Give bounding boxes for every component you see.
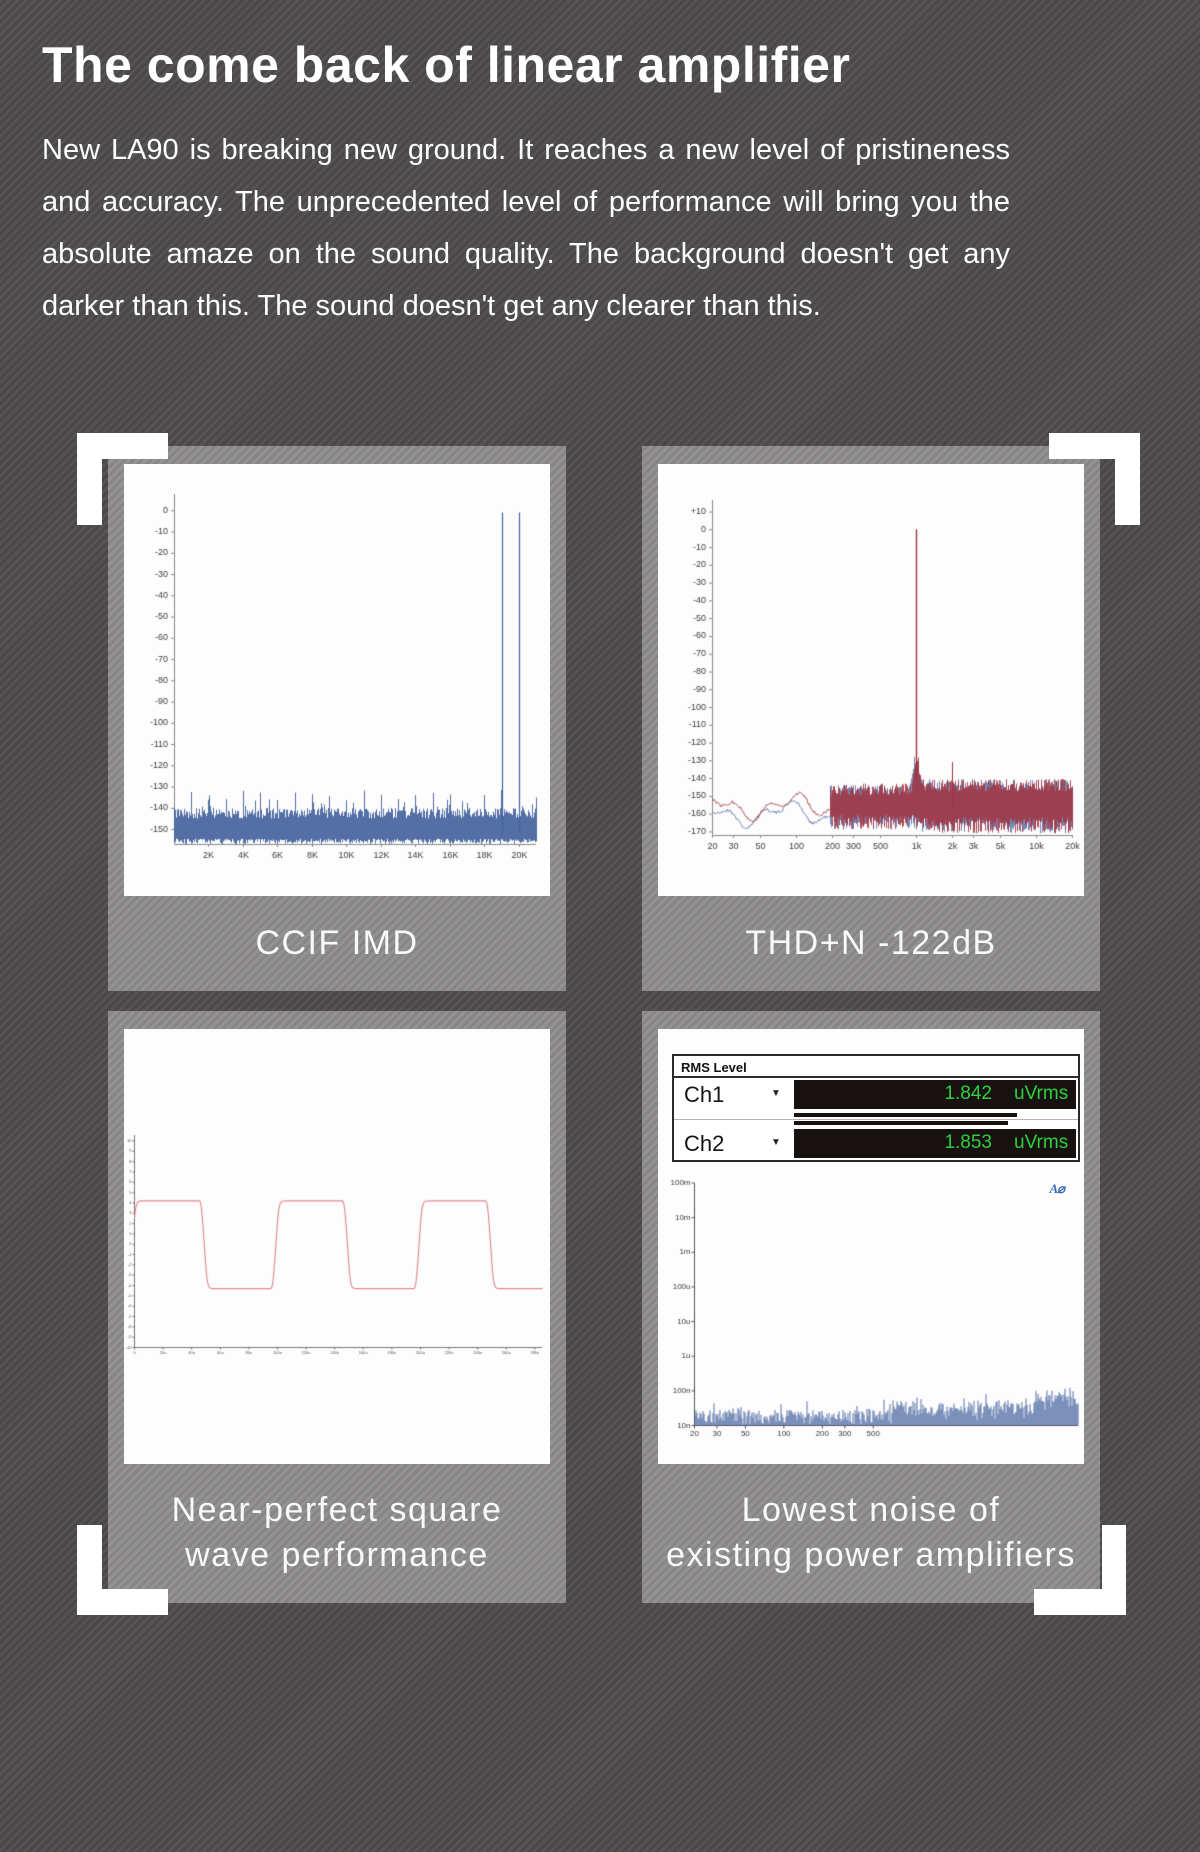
- thdn-chart-area: [658, 463, 1084, 896]
- rms-row-ch2: Ch2 ▼ 1.853 uVrms: [674, 1127, 1078, 1160]
- panel-ccif-imd: CCIF IMD: [108, 445, 566, 991]
- channel-1-rms-unit: uVrms: [1014, 1083, 1069, 1105]
- channel-2-rms-value: 1.853: [944, 1132, 992, 1154]
- level-meter-bar-ch1: [794, 1112, 1017, 1117]
- chart-grid: CCIF IMD THD+N -122dB Near-perfect squar…: [77, 432, 1140, 1615]
- channel-1-label: Ch1: [684, 1081, 725, 1107]
- rms-level-panel: RMS Level Ch1 ▼ 1.842 uVrms Ch2 ▼: [672, 1053, 1080, 1162]
- channel-2-label: Ch2: [684, 1130, 725, 1156]
- level-meter-bars: [674, 1111, 1078, 1127]
- ccif-imd-spectrum-chart: [124, 463, 550, 896]
- panel-thdn: THD+N -122dB: [642, 445, 1100, 991]
- corner-bracket-bottom-right-icon: [1034, 1524, 1126, 1615]
- intro-paragraph: New LA90 is breaking new ground. It reac…: [42, 134, 1010, 322]
- corner-bracket-top-left-icon: [77, 432, 168, 525]
- panel-square-wave: Near-perfect square wave performance: [108, 1010, 566, 1603]
- panel-caption-square-wave: Near-perfect square wave performance: [171, 1491, 503, 1575]
- square-wave-chart: [124, 1028, 550, 1464]
- corner-bracket-top-right-icon: [1049, 432, 1140, 525]
- audio-precision-logo-icon: A⌀: [1049, 1180, 1065, 1196]
- thdn-spectrum-chart: [658, 463, 1084, 896]
- panel-caption-ccif-imd: CCIF IMD: [255, 923, 419, 962]
- channel-1-value-display: 1.842 uVrms: [794, 1079, 1076, 1109]
- level-meter-bar-ch2: [794, 1120, 1009, 1125]
- panel-caption-noise: Lowest noise of existing power amplifier…: [666, 1491, 1076, 1575]
- panel-caption-thdn: THD+N -122dB: [745, 923, 997, 962]
- rms-level-header: RMS Level: [674, 1056, 1078, 1078]
- corner-bracket-bottom-left-icon: [77, 1524, 168, 1615]
- rms-row-ch1: Ch1 ▼ 1.842 uVrms: [674, 1078, 1078, 1111]
- ccif-imd-chart-area: [124, 463, 550, 896]
- channel-1-rms-value: 1.842: [944, 1083, 992, 1105]
- channel-2-dropdown-arrow-icon[interactable]: ▼: [771, 1136, 781, 1148]
- page-title: The come back of linear amplifier: [42, 37, 851, 93]
- channel-2-value-display: 1.853 uVrms: [794, 1128, 1076, 1158]
- square-wave-chart-area: [124, 1028, 550, 1464]
- channel-2-rms-unit: uVrms: [1014, 1132, 1069, 1154]
- panel-noise: RMS Level Ch1 ▼ 1.842 uVrms Ch2 ▼: [642, 1010, 1100, 1603]
- channel-1-dropdown-arrow-icon[interactable]: ▼: [771, 1087, 781, 1099]
- noise-spectrum-chart: [658, 1178, 1084, 1464]
- noise-chart-area: RMS Level Ch1 ▼ 1.842 uVrms Ch2 ▼: [658, 1028, 1084, 1464]
- marketing-page: { "page": { "title": "The come back of l…: [0, 36, 1200, 1852]
